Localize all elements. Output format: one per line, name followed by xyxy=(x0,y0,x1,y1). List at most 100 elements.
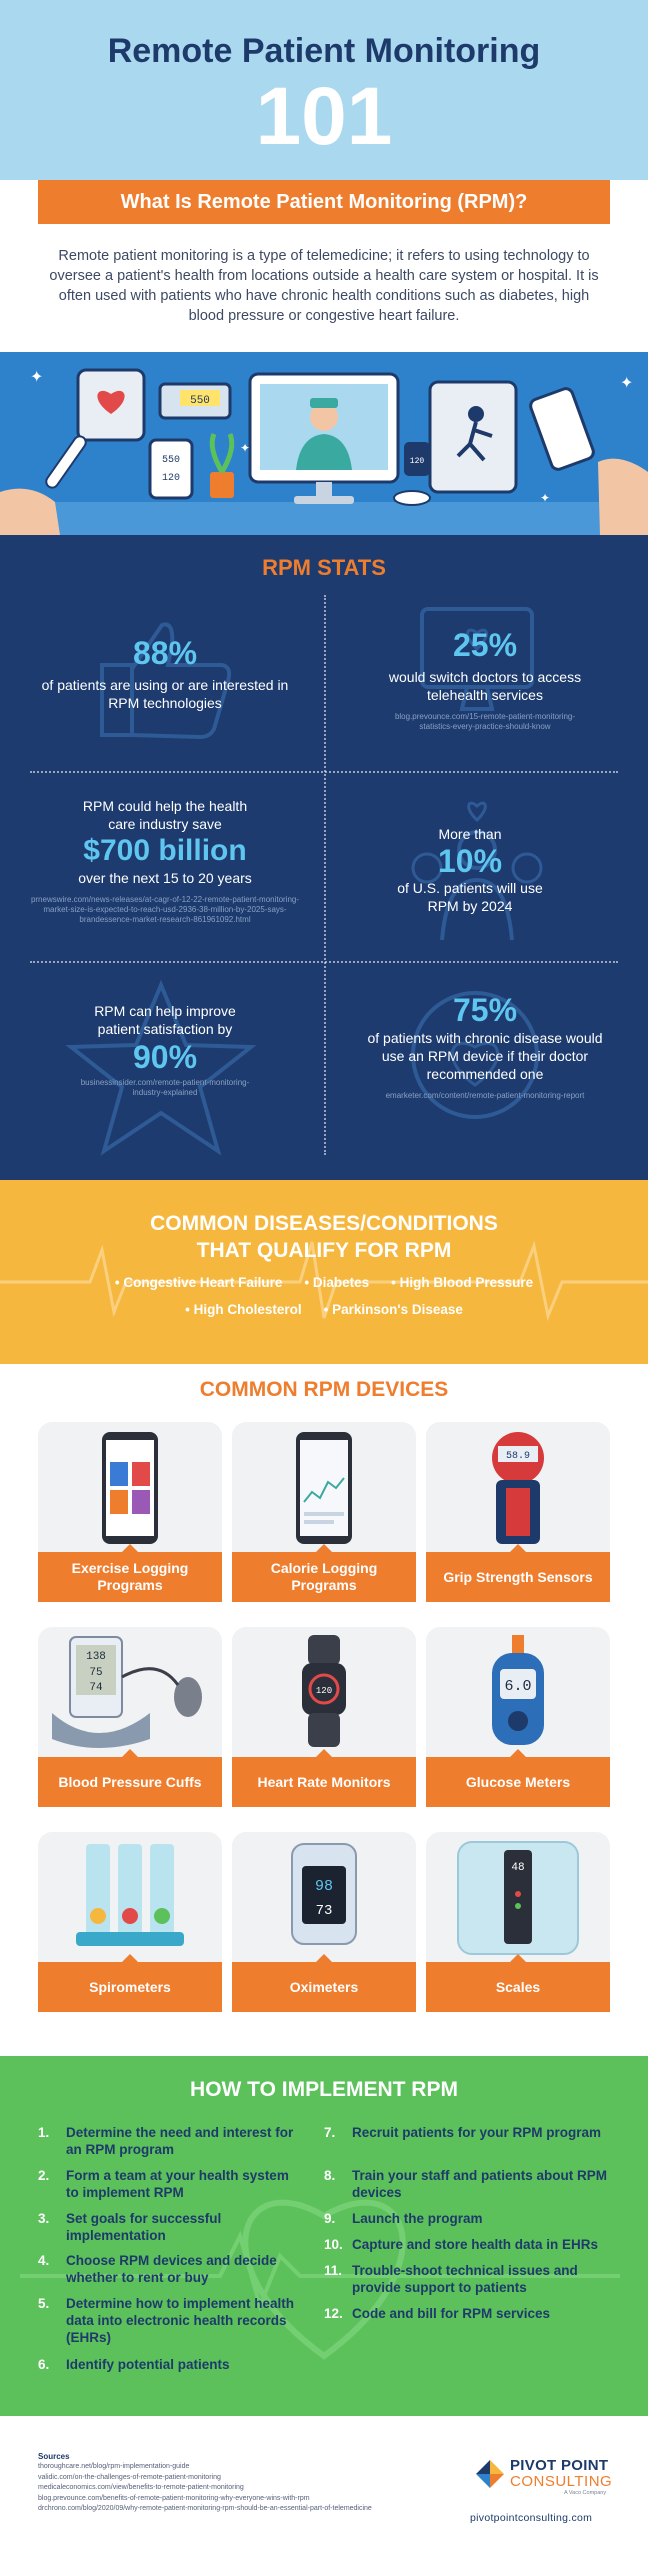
disease-item: Diabetes xyxy=(304,1275,369,1290)
stat-source: prnewswire.com/news-releases/at-cagr-of-… xyxy=(30,895,300,924)
bp-monitor-reading-top: 550 xyxy=(162,455,180,466)
source-link[interactable]: blog.prevounce.com/benefits-of-remote-pa… xyxy=(38,2494,310,2502)
phone-app-icon xyxy=(102,1432,158,1544)
device-image: 98 73 xyxy=(232,1832,416,1962)
device-label: Glucose Meters xyxy=(426,1749,610,1807)
device-label: Grip Strength Sensors xyxy=(426,1544,610,1602)
stat-card: RPM could help the health care industry … xyxy=(30,797,300,925)
spirometer-icon xyxy=(76,1844,184,1946)
source-link[interactable]: medicaleconomics.com/view/benefits-to-re… xyxy=(38,2484,244,2491)
step-text: Launch the program xyxy=(352,2211,483,2226)
stat-card: 25% would switch doctors to access teleh… xyxy=(360,627,610,732)
device-label: Calorie Logging Programs xyxy=(232,1544,416,1602)
how-to-section: HOW TO IMPLEMENT RPM 1. Determine the ne… xyxy=(0,2056,648,2416)
how-to-title: HOW TO IMPLEMENT RPM xyxy=(190,2078,458,2101)
bp-monitor-icon xyxy=(148,438,194,500)
device-image: 58.9 xyxy=(426,1422,610,1552)
step-item: 4. Choose RPM devices and decide whether… xyxy=(38,2252,300,2286)
stats-vertical-divider xyxy=(324,595,326,1155)
device-image: 48 xyxy=(426,1832,610,1962)
step-item: 10. Capture and store health data in EHR… xyxy=(324,2236,614,2253)
step-number: 5. xyxy=(38,2296,50,2311)
right-hand-icon xyxy=(598,458,648,535)
sources-heading: Sources xyxy=(38,2452,70,2461)
step-number: 6. xyxy=(38,2357,50,2372)
source-link[interactable]: validic.com/on-the-challenges-of-remote-… xyxy=(38,2473,221,2481)
scale-icon: 48 xyxy=(457,1841,579,1955)
step-item: 6. Identify potential patients xyxy=(38,2356,300,2373)
step-item: 1. Determine the need and interest for a… xyxy=(38,2124,300,2158)
computer-icon xyxy=(420,607,534,711)
device-label: Oximeters xyxy=(232,1954,416,2012)
oximeter-reading-bottom: 73 xyxy=(316,1903,333,1919)
logo-name: PIVOT POINT xyxy=(510,2457,609,2474)
device-image: 6.0 xyxy=(426,1627,610,1757)
stats-divider xyxy=(30,961,618,963)
device-card: Calorie Logging Programs xyxy=(232,1422,416,1602)
stat-card: 75% of patients with chronic disease wou… xyxy=(350,991,620,1101)
device-label: Blood Pressure Cuffs xyxy=(38,1749,222,1807)
device-card: 58.9 Grip Strength Sensors xyxy=(426,1422,610,1602)
header-banner: Remote Patient Monitoring 101 xyxy=(0,0,648,180)
bp-monitor-reading-bottom: 120 xyxy=(162,473,180,484)
step-number: 1. xyxy=(38,2125,50,2140)
step-item: 2. Form a team at your health system to … xyxy=(38,2167,300,2201)
pivot-point-logo-icon xyxy=(476,2460,504,2488)
sparkle-icon: ✦ xyxy=(240,441,250,455)
heart-hand-icon xyxy=(411,991,539,1119)
plant-pot-icon xyxy=(210,472,234,498)
device-card: 138 75 74 Blood Pressure Cuffs xyxy=(38,1627,222,1807)
oximeter-reading-top: 98 xyxy=(315,1878,333,1895)
device-image xyxy=(232,1422,416,1552)
step-text: Code and bill for RPM services xyxy=(352,2306,551,2321)
hero-illustration: 550 550 120 120 ✦ ✦ ✦ ✦ xyxy=(0,352,648,535)
source-link[interactable]: thoroughcare.net/blog/rpm-implementation… xyxy=(38,2463,190,2470)
step-number: 3. xyxy=(38,2211,50,2226)
mouse-icon xyxy=(393,490,431,506)
bp-reading-top: 138 xyxy=(86,1651,106,1663)
step-text: Train your staff and patients about RPM … xyxy=(352,2168,608,2200)
doctor-body-icon xyxy=(296,434,352,470)
monitor-base xyxy=(294,496,354,504)
stat-value: $700 billion xyxy=(83,834,247,867)
question-heading: What Is Remote Patient Monitoring (RPM)? xyxy=(120,190,528,213)
step-number: 4. xyxy=(38,2253,50,2268)
step-item: 12. Code and bill for RPM services xyxy=(324,2305,614,2322)
device-label: Scales xyxy=(426,1954,610,2012)
heart-icon xyxy=(97,390,125,414)
calorie-app-icon xyxy=(296,1432,352,1544)
website-link[interactable]: pivotpointconsulting.com xyxy=(470,2512,593,2524)
diseases-row: High Cholesterol Parkinson's Disease xyxy=(0,1302,648,1317)
company-logo: PIVOT POINT CONSULTING A Vaco Company xyxy=(474,2454,614,2502)
device-card: Exercise Logging Programs xyxy=(38,1422,222,1602)
question-banner: What Is Remote Patient Monitoring (RPM)? xyxy=(38,180,610,224)
step-item: 3. Set goals for successful implementati… xyxy=(38,2210,300,2244)
hero-ground xyxy=(0,502,648,535)
heart-rate-reading: 120 xyxy=(316,1686,332,1696)
diseases-section: COMMON DISEASES/CONDITIONS THAT QUALIFY … xyxy=(0,1180,648,1364)
runner-head-icon xyxy=(468,406,484,422)
diseases-title: COMMON DISEASES/CONDITIONS THAT QUALIFY … xyxy=(0,1210,648,1264)
sparkle-icon: ✦ xyxy=(30,369,43,386)
stat-source: blog.prevounce.com/15-remote-patient-mon… xyxy=(394,712,576,731)
stat-intro: RPM could help the health care industry … xyxy=(82,798,248,832)
device-card: 98 73 Oximeters xyxy=(232,1832,416,2012)
sparkle-icon: ✦ xyxy=(620,375,633,392)
heart-rate-watch-icon: 120 xyxy=(302,1635,346,1747)
stat-card: 88% of patients are using or are interes… xyxy=(40,635,290,712)
step-item: 7. Recruit patients for your RPM program xyxy=(324,2124,614,2141)
stat-source: businessinsider.com/remote-patient-monit… xyxy=(80,1078,250,1097)
doctor-cap-icon xyxy=(310,398,338,408)
step-item: 9. Launch the program xyxy=(324,2210,614,2227)
step-text: Form a team at your health system to imp… xyxy=(66,2168,289,2200)
stat-value: 75% xyxy=(452,992,518,1028)
source-link[interactable]: drchrono.com/blog/2020/09/why-remote-pat… xyxy=(38,2505,372,2512)
step-number: 9. xyxy=(324,2211,336,2226)
device-image: 120 xyxy=(232,1627,416,1757)
step-number: 7. xyxy=(324,2125,336,2140)
page-title-number: 101 xyxy=(255,71,393,162)
stat-intro: RPM can help improve patient satisfactio… xyxy=(94,1003,236,1037)
disease-item: High Cholesterol xyxy=(185,1302,302,1317)
diseases-title-line: THAT QUALIFY FOR RPM xyxy=(196,1239,452,1262)
stat-description: of patients with chronic disease would u… xyxy=(367,1030,603,1082)
